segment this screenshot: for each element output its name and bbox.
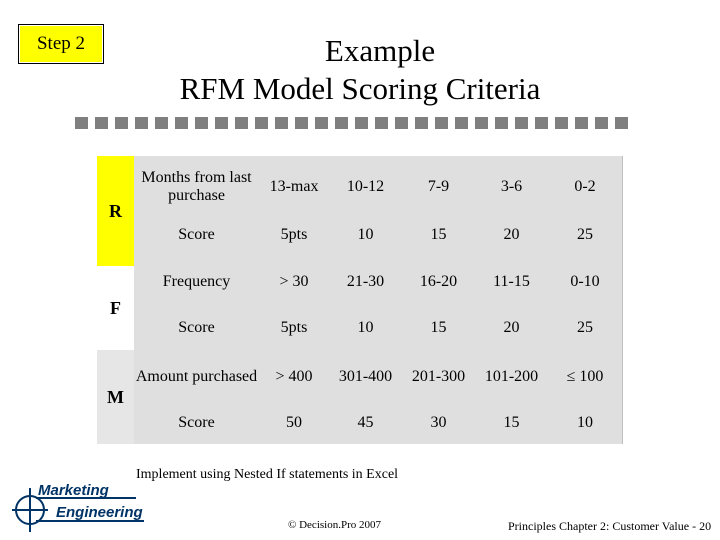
table-row: Score 50 45 30 15 10	[134, 406, 622, 440]
table-cell: 101-200	[484, 368, 539, 385]
table-cell: > 30	[279, 273, 309, 290]
table-cell: 3-6	[500, 178, 523, 195]
table-cell: 13-max	[269, 178, 319, 195]
table-cell: 301-400	[338, 368, 393, 385]
group-label-m: M	[97, 350, 134, 444]
row-label: Score	[178, 319, 215, 336]
table-cell: 5pts	[280, 226, 308, 243]
group-label-f: F	[97, 266, 134, 350]
dash-square	[215, 117, 228, 129]
dash-square	[455, 117, 468, 129]
dash-square	[435, 117, 448, 129]
table-cell: 7-9	[427, 178, 450, 195]
table-cell: 15	[430, 319, 447, 336]
table-cell: 45	[357, 414, 374, 431]
table-cell: 10	[357, 319, 374, 336]
table-row: Score 5pts 10 15 20 25	[134, 310, 622, 346]
row-label: Amount purchased	[135, 368, 258, 385]
table-cell: 10	[577, 414, 593, 431]
dash-square	[255, 117, 268, 129]
table-cell: 16-20	[419, 273, 458, 290]
table-cell: 5pts	[280, 319, 308, 336]
table-cell: 15	[430, 226, 447, 243]
table-cell: 0-2	[574, 178, 596, 195]
logo-line-1: Marketing	[38, 482, 109, 499]
marketing-engineering-logo: Marketing Engineering	[10, 482, 150, 536]
table-cell: 20	[503, 226, 520, 243]
dash-square	[235, 117, 248, 129]
table-cell: 11-15	[493, 273, 530, 290]
title-line-1: Example	[324, 33, 436, 68]
dash-divider	[75, 117, 645, 129]
dash-square	[555, 117, 568, 129]
dash-square	[575, 117, 588, 129]
table-cell: ≤ 100	[566, 368, 604, 385]
dash-square	[315, 117, 328, 129]
table-cell: 10-12	[346, 178, 385, 195]
compass-icon	[12, 488, 48, 532]
dash-square	[275, 117, 288, 129]
table-row: Score 5pts 10 15 20 25	[134, 218, 622, 252]
dash-square	[595, 117, 608, 129]
dash-square	[475, 117, 488, 129]
table-cell: > 400	[275, 368, 313, 385]
table-cell: 50	[286, 414, 302, 431]
dash-square	[195, 117, 208, 129]
dash-square	[115, 117, 128, 129]
dash-square	[295, 117, 308, 129]
dash-square	[515, 117, 528, 129]
row-label: Score	[178, 414, 215, 431]
row-label: Frequency	[162, 273, 231, 290]
dash-square	[415, 117, 428, 129]
table-row: Amount purchased > 400 301-400 201-300 1…	[134, 354, 622, 400]
table-row: Frequency > 30 21-30 16-20 11-15 0-10	[134, 264, 622, 300]
table-row: Months from last purchase 13-max 10-12 7…	[134, 162, 622, 212]
table-cell: 201-300	[411, 368, 466, 385]
title-line-2: RFM Model Scoring Criteria	[179, 71, 541, 106]
table-cell: 25	[577, 319, 593, 336]
table-cell: 15	[503, 414, 520, 431]
dash-square	[395, 117, 408, 129]
dash-square	[175, 117, 188, 129]
page-footer: Principles Chapter 2: Customer Value - 2…	[508, 519, 712, 533]
dash-square	[495, 117, 508, 129]
dash-square	[375, 117, 388, 129]
table-cell: 21-30	[346, 273, 385, 290]
table-cell: 10	[357, 226, 374, 243]
row-label: Score	[178, 226, 215, 243]
step-badge: Step 2	[18, 24, 104, 64]
dash-square	[95, 117, 108, 129]
dash-square	[335, 117, 348, 129]
dash-square	[535, 117, 548, 129]
table-cell: 25	[577, 226, 593, 243]
table-cell: 0-10	[570, 273, 600, 290]
group-label-r: R	[97, 156, 134, 266]
dash-square	[615, 117, 628, 129]
table-cell: 30	[430, 414, 447, 431]
logo-line-2: Engineering	[56, 504, 143, 521]
scoring-table: Months from last purchase 13-max 10-12 7…	[134, 156, 623, 444]
dash-square	[135, 117, 148, 129]
implementation-note: Implement using Nested If statements in …	[136, 467, 399, 482]
copyright: © Decision.Pro 2007	[288, 519, 381, 531]
dash-square	[355, 117, 368, 129]
dash-square	[155, 117, 168, 129]
table-cell: 20	[503, 319, 520, 336]
dash-square	[75, 117, 88, 129]
row-label: Months from last purchase	[141, 169, 252, 204]
